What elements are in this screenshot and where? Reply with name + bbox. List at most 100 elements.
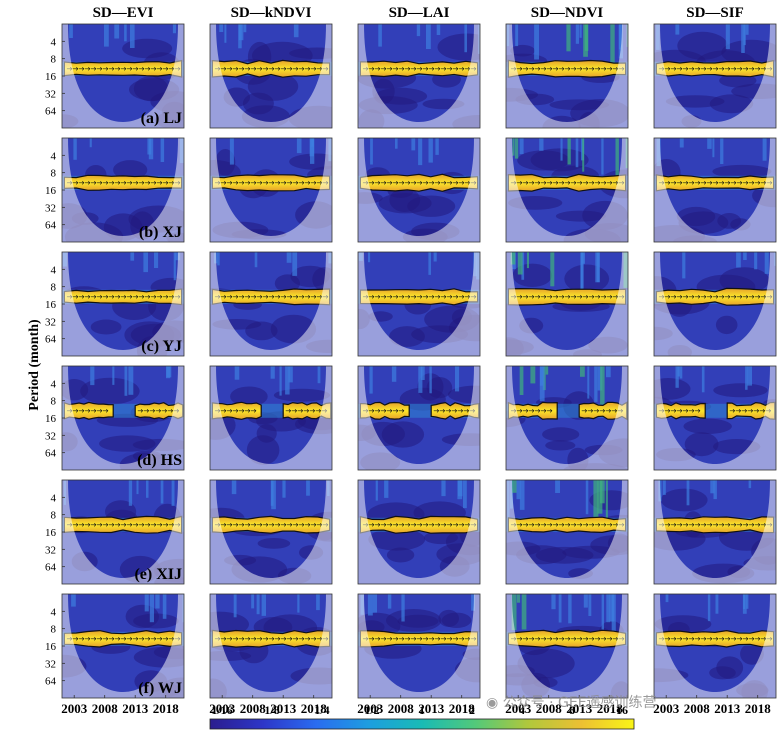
phase-arrow <box>712 66 719 71</box>
phase-arrow <box>96 66 103 71</box>
phase-arrow <box>546 522 553 527</box>
colorbar-tick-label: 2 <box>469 703 475 717</box>
phase-arrow <box>528 180 535 185</box>
phase-arrow <box>84 522 91 527</box>
panel-frame <box>209 365 333 471</box>
low-power-region <box>549 99 610 111</box>
phase-arrow <box>688 636 695 641</box>
phase-arrow <box>439 408 446 413</box>
short-period-streak <box>748 480 752 489</box>
phase-arrow <box>392 294 399 299</box>
phase-arrow <box>670 522 677 527</box>
phase-arrow <box>736 66 743 71</box>
phase-arrow <box>428 636 435 641</box>
phase-arrow <box>410 180 417 185</box>
phase-arrow <box>552 180 559 185</box>
cone-of-influence <box>210 24 332 128</box>
phase-arrow <box>226 66 233 71</box>
short-period-streak <box>154 252 159 268</box>
phase-arrow <box>315 408 322 413</box>
panel-frame <box>209 593 333 699</box>
phase-arrow <box>416 636 423 641</box>
short-period-streak <box>311 138 314 147</box>
phase-arrow <box>256 636 263 641</box>
phase-arrow <box>292 636 299 641</box>
phase-arrow <box>392 636 399 641</box>
phase-arrow <box>688 522 695 527</box>
phase-arrow <box>404 66 411 71</box>
phase-arrow <box>274 636 281 641</box>
short-period-streak <box>701 366 705 393</box>
phase-arrow <box>262 180 269 185</box>
phase-arrow <box>587 408 594 413</box>
phase-arrow <box>540 294 547 299</box>
phase-arrow <box>310 522 317 527</box>
phase-arrow <box>226 408 233 413</box>
phase-arrow <box>428 522 435 527</box>
short-period-streak <box>261 594 266 616</box>
phase-arrow <box>753 408 760 413</box>
short-period-streak <box>712 138 715 158</box>
short-period-streak <box>682 252 686 279</box>
phase-arrow <box>162 66 169 71</box>
phase-arrow <box>664 180 671 185</box>
panel-r5-c4: 2003 2008 2013 2018 <box>653 593 777 716</box>
phase-arrow <box>137 408 144 413</box>
low-power-region <box>407 195 456 217</box>
short-period-streak <box>747 366 752 386</box>
cone-of-influence <box>210 594 332 698</box>
short-period-streak <box>166 366 172 378</box>
phase-arrow <box>558 294 565 299</box>
low-power-region <box>289 153 332 170</box>
phase-arrow <box>446 522 453 527</box>
phase-arrow <box>108 294 115 299</box>
phase-arrow <box>84 294 91 299</box>
phase-arrow <box>126 522 133 527</box>
phase-arrow <box>564 294 571 299</box>
phase-arrow <box>398 408 405 413</box>
phase-arrow <box>458 66 465 71</box>
short-period-streak <box>160 138 165 162</box>
phase-arrow <box>742 66 749 71</box>
short-period-streak <box>270 366 275 379</box>
phase-arrow <box>593 408 600 413</box>
short-period-streak <box>601 594 604 630</box>
panel-r2-c2 <box>357 251 481 357</box>
short-period-streak <box>282 480 286 498</box>
short-period-streak <box>71 594 76 607</box>
short-period-streak <box>679 366 683 379</box>
short-period-streak <box>707 594 711 622</box>
panel-r4-c1 <box>209 479 333 585</box>
phase-arrow <box>611 408 618 413</box>
phase-arrow <box>570 522 577 527</box>
short-period-streak <box>539 138 544 151</box>
phase-arrow <box>404 636 411 641</box>
short-period-streak <box>124 24 127 42</box>
phase-arrow <box>286 180 293 185</box>
cone-of-influence <box>62 252 184 356</box>
phase-arrow <box>286 66 293 71</box>
phase-arrow <box>398 522 405 527</box>
short-period-streak <box>285 366 290 395</box>
phase-arrow <box>102 66 109 71</box>
phase-arrow <box>286 294 293 299</box>
short-period-streak <box>173 252 176 281</box>
phase-arrow <box>457 408 464 413</box>
phase-arrow <box>310 66 317 71</box>
phase-arrow <box>428 66 435 71</box>
phase-arrow <box>522 636 529 641</box>
low-power-region <box>386 547 415 563</box>
short-period-streak <box>224 24 227 43</box>
colorbar-tick-label: 1/8 <box>264 703 279 717</box>
short-period-streak <box>575 138 579 168</box>
phase-arrow <box>144 180 151 185</box>
short-period-streak <box>293 24 299 38</box>
phase-arrow <box>730 294 737 299</box>
short-period-streak <box>148 138 154 160</box>
short-period-streak <box>530 366 536 384</box>
phase-arrow <box>256 180 263 185</box>
phase-arrow <box>576 636 583 641</box>
phase-arrow <box>416 66 423 71</box>
panel-r0-c4 <box>653 23 777 129</box>
low-power-region <box>510 44 535 57</box>
